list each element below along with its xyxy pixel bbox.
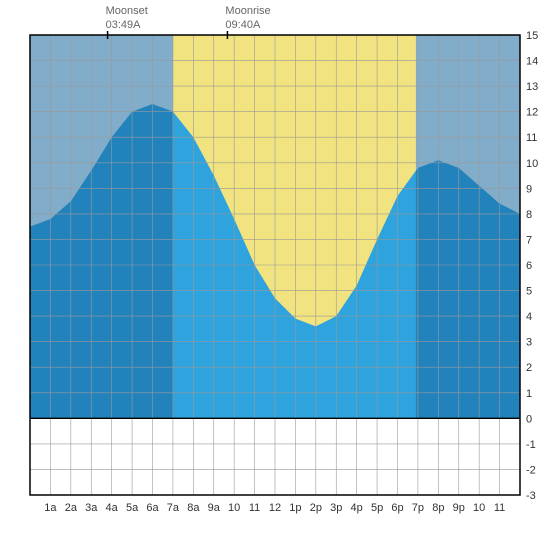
annotation-time: 09:40A bbox=[225, 18, 270, 32]
y-tick-label: 11 bbox=[526, 132, 537, 144]
x-tick-label: 1a bbox=[44, 502, 57, 514]
y-tick-label: 14 bbox=[526, 56, 538, 68]
x-tick-label: 7p bbox=[412, 502, 424, 514]
x-tick-label: 3a bbox=[85, 502, 98, 514]
y-tick-label: 4 bbox=[526, 311, 532, 323]
x-tick-label: 1p bbox=[289, 502, 301, 514]
y-tick-label: 13 bbox=[526, 81, 538, 93]
x-tick-label: 8p bbox=[432, 502, 444, 514]
y-tick-label: 5 bbox=[526, 286, 532, 298]
x-tick-label: 4a bbox=[106, 502, 119, 514]
x-tick-label: 9p bbox=[453, 502, 465, 514]
y-tick-label: 9 bbox=[526, 183, 532, 195]
y-tick-label: 0 bbox=[526, 413, 532, 425]
x-tick-label: 11 bbox=[249, 502, 260, 514]
y-tick-label: -3 bbox=[526, 490, 536, 502]
x-tick-label: 11 bbox=[494, 502, 505, 514]
x-tick-label: 7a bbox=[167, 502, 180, 514]
x-tick-label: 8a bbox=[187, 502, 200, 514]
moonrise-annotation: Moonrise09:40A bbox=[225, 4, 270, 33]
chart-svg: -3-2-101234567891011121314151a2a3a4a5a6a… bbox=[0, 0, 550, 550]
y-tick-label: 6 bbox=[526, 260, 532, 272]
y-tick-label: 7 bbox=[526, 234, 532, 246]
x-tick-label: 9a bbox=[208, 502, 221, 514]
x-tick-label: 10 bbox=[473, 502, 485, 514]
x-tick-label: 12 bbox=[269, 502, 281, 514]
x-tick-label: 3p bbox=[330, 502, 342, 514]
x-tick-label: 2p bbox=[310, 502, 322, 514]
x-tick-label: 6a bbox=[146, 502, 159, 514]
x-tick-label: 4p bbox=[351, 502, 363, 514]
y-tick-label: 10 bbox=[526, 158, 538, 170]
tide-chart: -3-2-101234567891011121314151a2a3a4a5a6a… bbox=[0, 0, 550, 550]
x-tick-label: 5p bbox=[371, 502, 383, 514]
annotation-title: Moonrise bbox=[225, 4, 270, 18]
y-tick-label: 3 bbox=[526, 337, 532, 349]
y-tick-label: 1 bbox=[526, 388, 532, 400]
x-tick-label: 5a bbox=[126, 502, 139, 514]
y-tick-label: 2 bbox=[526, 362, 532, 374]
y-tick-label: -2 bbox=[526, 464, 536, 476]
x-tick-label: 2a bbox=[65, 502, 78, 514]
y-tick-label: 8 bbox=[526, 209, 532, 221]
y-tick-label: 12 bbox=[526, 107, 538, 119]
moonset-annotation: Moonset03:49A bbox=[106, 4, 148, 33]
x-tick-label: 6p bbox=[391, 502, 403, 514]
y-tick-label: -1 bbox=[526, 439, 536, 451]
annotation-time: 03:49A bbox=[106, 18, 148, 32]
annotation-title: Moonset bbox=[106, 4, 148, 18]
x-tick-label: 10 bbox=[228, 502, 240, 514]
y-tick-label: 15 bbox=[526, 30, 538, 42]
